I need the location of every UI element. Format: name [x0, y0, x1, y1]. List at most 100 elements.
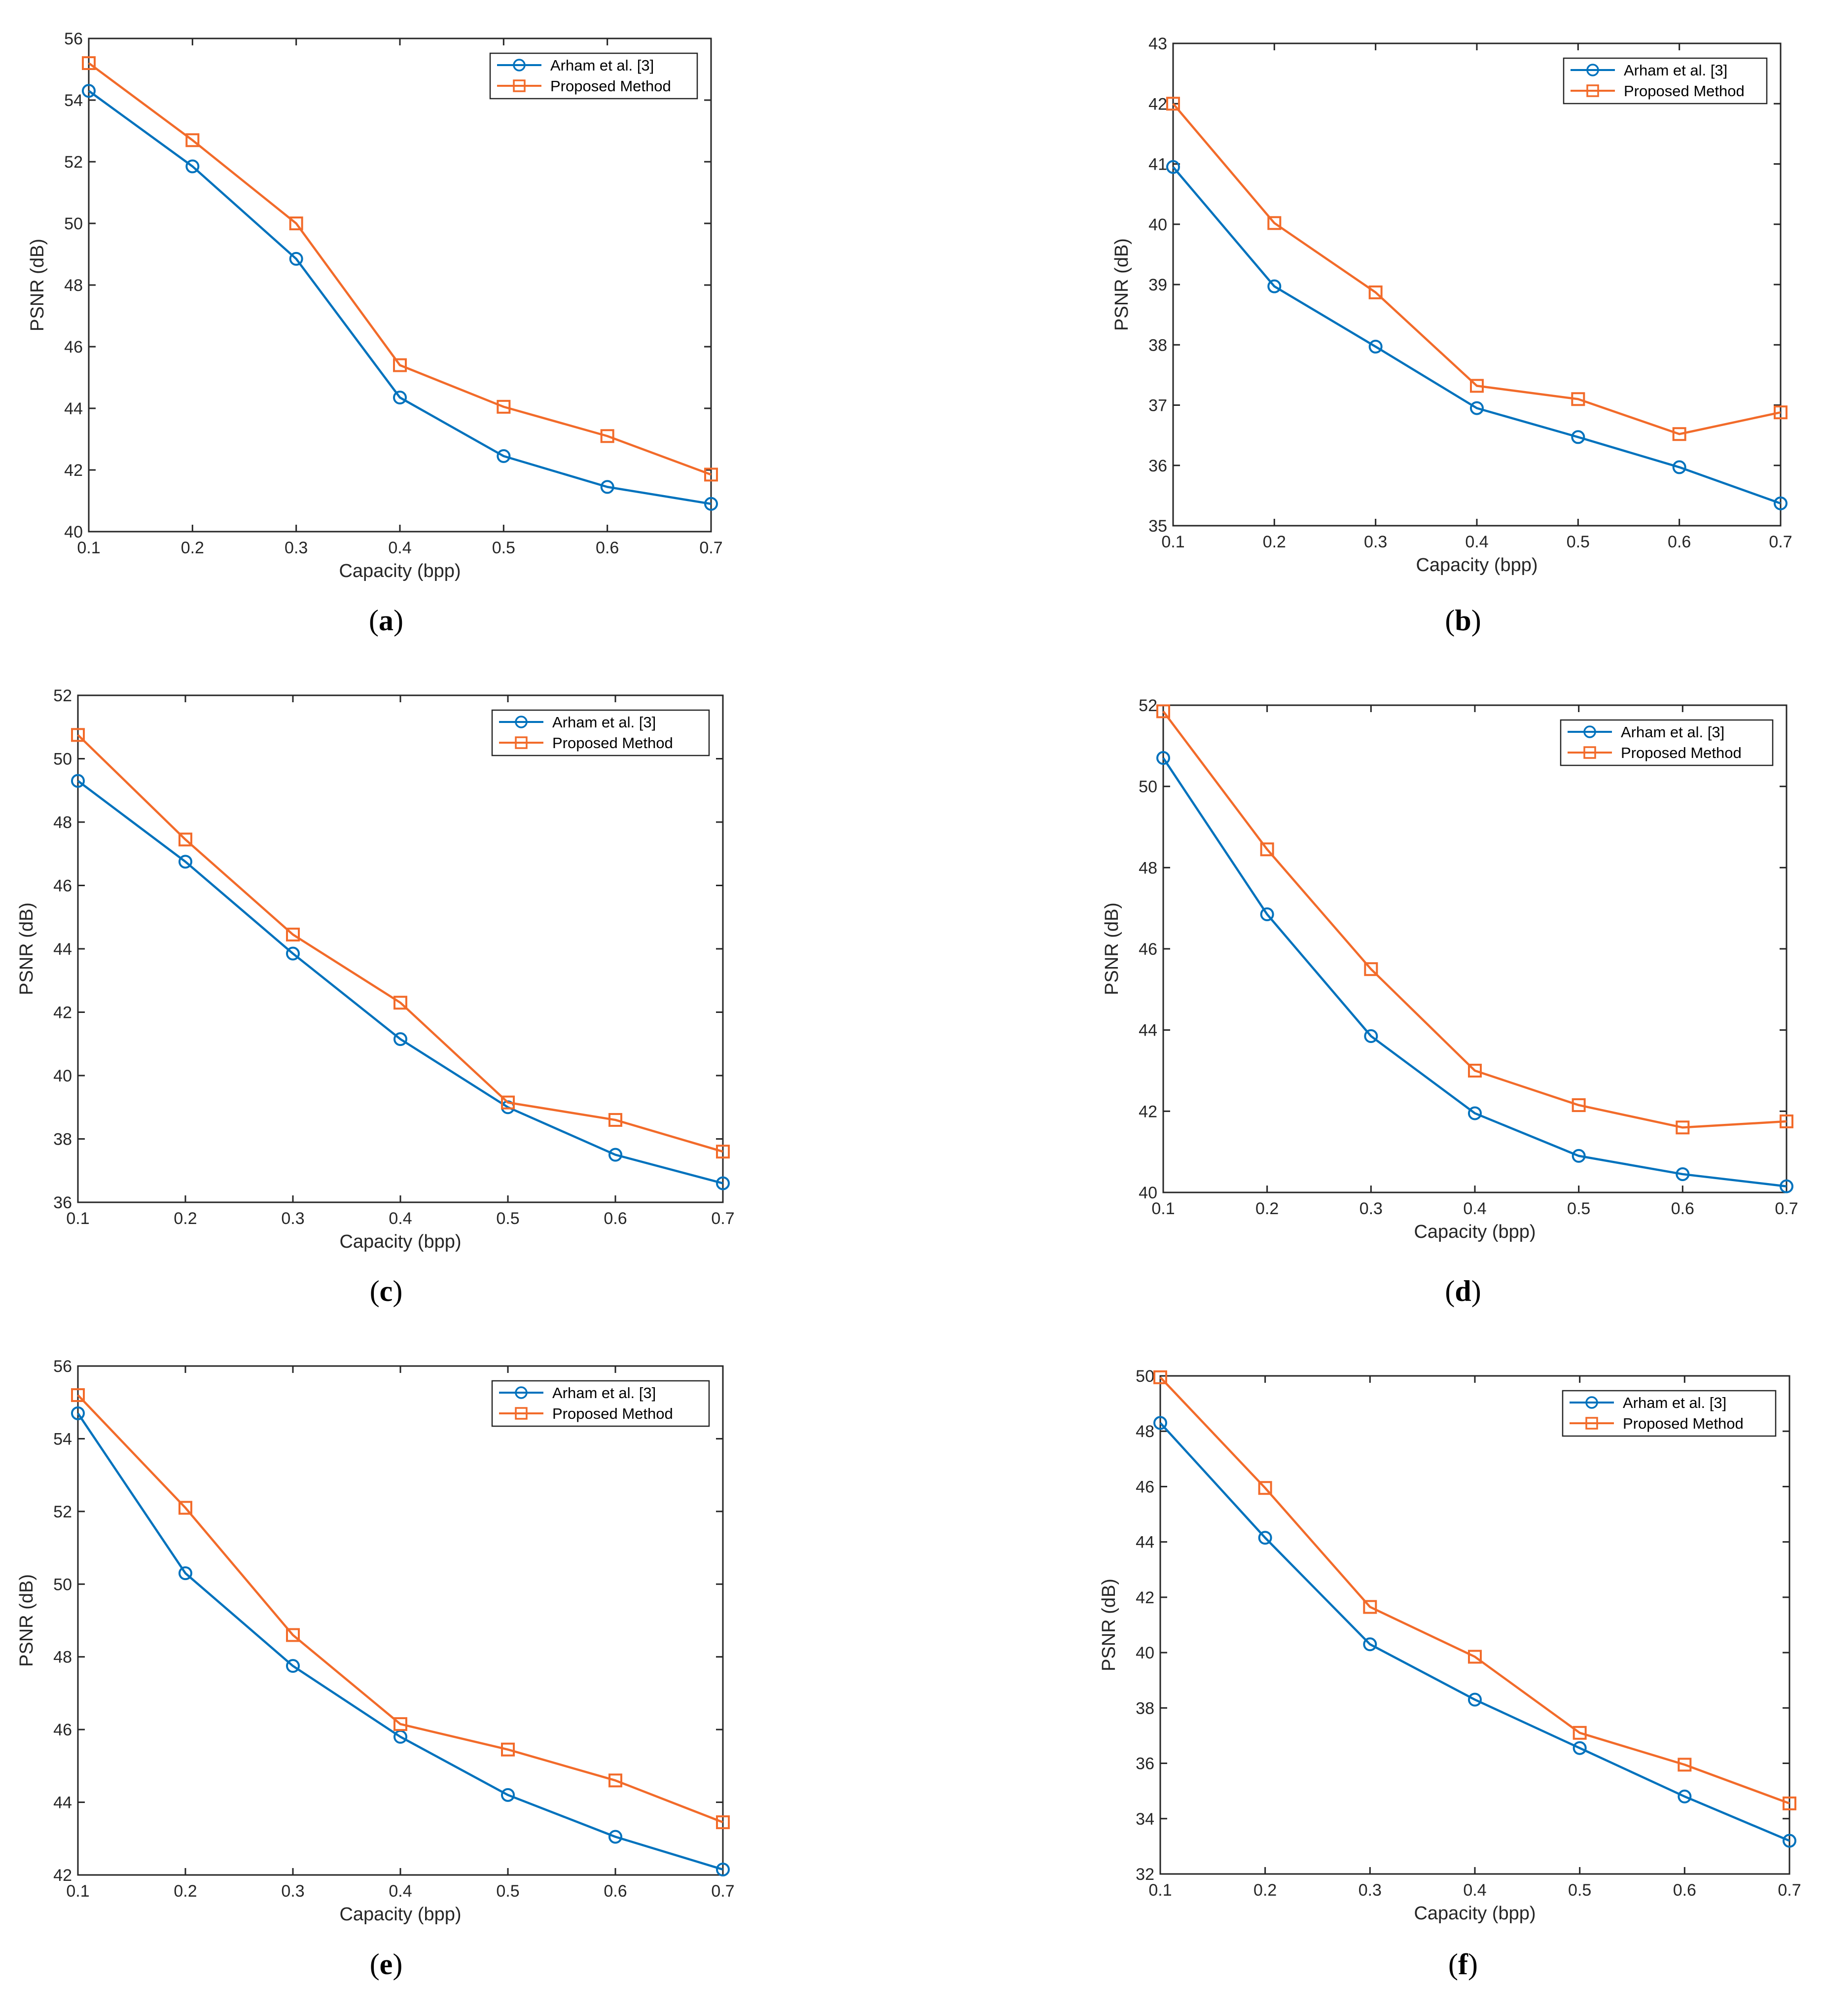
- panel-caption: (d): [1445, 1275, 1481, 1307]
- x-tick-label: 0.1: [77, 539, 100, 557]
- x-tick-label: 0.1: [1151, 1199, 1175, 1218]
- data-point-arham: [1468, 1106, 1482, 1120]
- circle-marker-icon: [1583, 725, 1596, 738]
- y-tick-label: 40: [1148, 216, 1167, 234]
- series-line-arham: [77, 1412, 723, 1871]
- data-point-proposed: [179, 832, 192, 847]
- x-tick-label: 0.4: [389, 1882, 412, 1901]
- x-tick-label: 0.2: [174, 1209, 197, 1228]
- y-tick-label: 43: [1148, 35, 1167, 53]
- data-point-proposed: [1267, 216, 1282, 230]
- square-marker-icon: [1585, 1417, 1598, 1430]
- data-point-proposed: [393, 996, 407, 1010]
- y-tick-label: 38: [1148, 336, 1167, 355]
- data-point-proposed: [600, 429, 614, 443]
- legend-entry-label: Proposed Method: [550, 77, 671, 95]
- data-point-proposed: [1571, 392, 1585, 406]
- x-tick-label: 0.7: [711, 1882, 734, 1901]
- y-tick-label: 56: [64, 30, 83, 48]
- x-tick-label: 0.3: [281, 1209, 304, 1228]
- x-tick-label: 0.1: [66, 1209, 89, 1228]
- data-point-arham: [185, 159, 200, 174]
- circle-marker-icon: [1586, 64, 1599, 76]
- x-axis-label: Capacity (bpp): [339, 561, 461, 581]
- data-point-arham: [1571, 430, 1585, 444]
- y-axis-label: PSNR (dB): [16, 902, 37, 995]
- data-point-proposed: [71, 728, 85, 742]
- y-tick-label: 39: [1148, 276, 1167, 294]
- data-point-proposed: [393, 358, 407, 372]
- series-line-proposed: [1172, 103, 1781, 435]
- data-point-proposed: [1260, 842, 1274, 857]
- legend-entry-label: Arham et al. [3]: [1623, 1394, 1726, 1411]
- y-tick-label: 40: [1139, 1184, 1157, 1202]
- x-tick-label: 0.6: [604, 1882, 627, 1901]
- data-point-proposed: [716, 1815, 730, 1830]
- plot-area-frame: [88, 37, 712, 533]
- data-point-proposed: [82, 56, 96, 70]
- y-tick-label: 54: [64, 91, 83, 110]
- data-point-proposed: [1166, 97, 1180, 111]
- y-tick-label: 50: [53, 750, 72, 769]
- data-point-proposed: [1678, 1758, 1692, 1772]
- data-point-arham: [1153, 1416, 1167, 1430]
- data-point-proposed: [1672, 427, 1686, 441]
- y-tick-label: 32: [1136, 1865, 1154, 1884]
- x-axis-label: Capacity (bpp): [1416, 555, 1537, 576]
- legend: Arham et al. [3] Proposed Method: [1562, 1390, 1777, 1437]
- data-point-proposed: [71, 1388, 85, 1402]
- series-line-arham: [1162, 757, 1787, 1188]
- data-point-arham: [716, 1862, 730, 1876]
- y-tick-label: 40: [1136, 1644, 1154, 1662]
- data-point-arham: [82, 84, 96, 98]
- y-tick-label: 48: [53, 1648, 72, 1667]
- y-tick-label: 48: [64, 276, 83, 295]
- x-tick-label: 0.4: [1463, 1881, 1486, 1900]
- x-tick-label: 0.4: [1465, 533, 1488, 551]
- y-tick-label: 46: [1136, 1477, 1154, 1496]
- data-point-arham: [286, 946, 300, 961]
- x-tick-label: 0.6: [1673, 1881, 1696, 1900]
- x-tick-label: 0.5: [496, 1882, 519, 1901]
- x-tick-label: 0.5: [1567, 533, 1590, 551]
- y-tick-label: 42: [1148, 95, 1167, 113]
- data-point-proposed: [1783, 1796, 1796, 1810]
- data-point-proposed: [608, 1113, 622, 1127]
- data-point-arham: [501, 1788, 515, 1802]
- plot-area-frame: [77, 1365, 724, 1876]
- y-tick-label: 52: [1139, 696, 1157, 715]
- data-point-arham: [1572, 1149, 1586, 1163]
- legend-box: [1562, 1390, 1777, 1437]
- circle-marker-icon: [515, 716, 528, 728]
- series-line-proposed: [88, 62, 712, 476]
- series-line-proposed: [1159, 1376, 1790, 1805]
- y-tick-label: 54: [53, 1430, 72, 1448]
- data-point-proposed: [497, 399, 511, 414]
- chart-panel-c: 0.1 0.2 0.3 0.4 0.5 0.6 0.7 36 38 40 42 44 46 48 50 52 C…: [16, 686, 735, 1307]
- legend-entry-label: Proposed Method: [1621, 744, 1742, 761]
- data-point-arham: [286, 1659, 300, 1673]
- legend: Arham et al. [3] Proposed Method: [491, 709, 710, 756]
- chart-panel-b: 0.1 0.2 0.3 0.4 0.5 0.6 0.7 35 36 37 38 39 40 41 42 43 C…: [1111, 35, 1792, 637]
- panel-caption-letter: c: [380, 1275, 393, 1307]
- data-point-proposed: [286, 928, 300, 942]
- x-tick-label: 0.3: [1364, 533, 1387, 551]
- y-tick-label: 36: [1136, 1755, 1154, 1773]
- plot-area-frame: [1159, 1375, 1790, 1875]
- y-tick-label: 50: [1136, 1367, 1154, 1386]
- panel-caption-letter: d: [1455, 1275, 1471, 1307]
- y-axis-label: PSNR (dB): [1099, 1579, 1119, 1671]
- y-tick-label: 52: [53, 686, 72, 705]
- x-tick-label: 0.4: [1463, 1199, 1486, 1218]
- data-point-proposed: [1676, 1120, 1690, 1135]
- y-tick-label: 40: [64, 523, 83, 541]
- x-tick-label: 0.3: [285, 539, 308, 557]
- data-point-proposed: [704, 468, 718, 482]
- y-tick-label: 46: [53, 877, 72, 896]
- data-point-arham: [1258, 1531, 1272, 1545]
- data-point-arham: [600, 480, 614, 494]
- series-line-arham: [77, 780, 723, 1185]
- circle-marker-icon: [513, 59, 526, 72]
- data-point-proposed: [286, 1628, 300, 1642]
